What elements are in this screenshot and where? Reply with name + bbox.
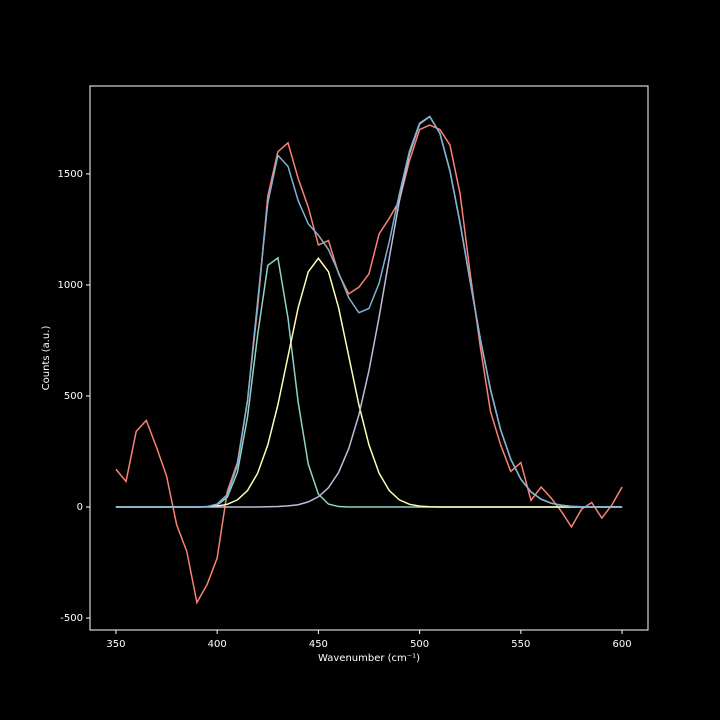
y-tick-label: 1500 bbox=[58, 169, 83, 180]
x-tick-label: 350 bbox=[106, 639, 125, 650]
series-line bbox=[115, 115, 623, 508]
x-tick-label: 500 bbox=[410, 639, 429, 650]
y-tick-label: 0 bbox=[77, 502, 83, 513]
x-tick-label: 450 bbox=[309, 639, 328, 650]
y-axis-label: Counts (a.u.) bbox=[41, 326, 52, 391]
x-tick-label: 600 bbox=[613, 639, 632, 650]
y-tick-label: 1000 bbox=[58, 280, 83, 291]
x-tick-label: 400 bbox=[208, 639, 227, 650]
series-line bbox=[115, 124, 623, 605]
y-tick-label: -500 bbox=[60, 613, 83, 624]
y-tick-label: 500 bbox=[64, 391, 83, 402]
x-tick-label: 550 bbox=[511, 639, 530, 650]
plot-frame bbox=[89, 85, 649, 631]
x-axis-label: Wavenumber (cm⁻¹) bbox=[318, 653, 420, 664]
